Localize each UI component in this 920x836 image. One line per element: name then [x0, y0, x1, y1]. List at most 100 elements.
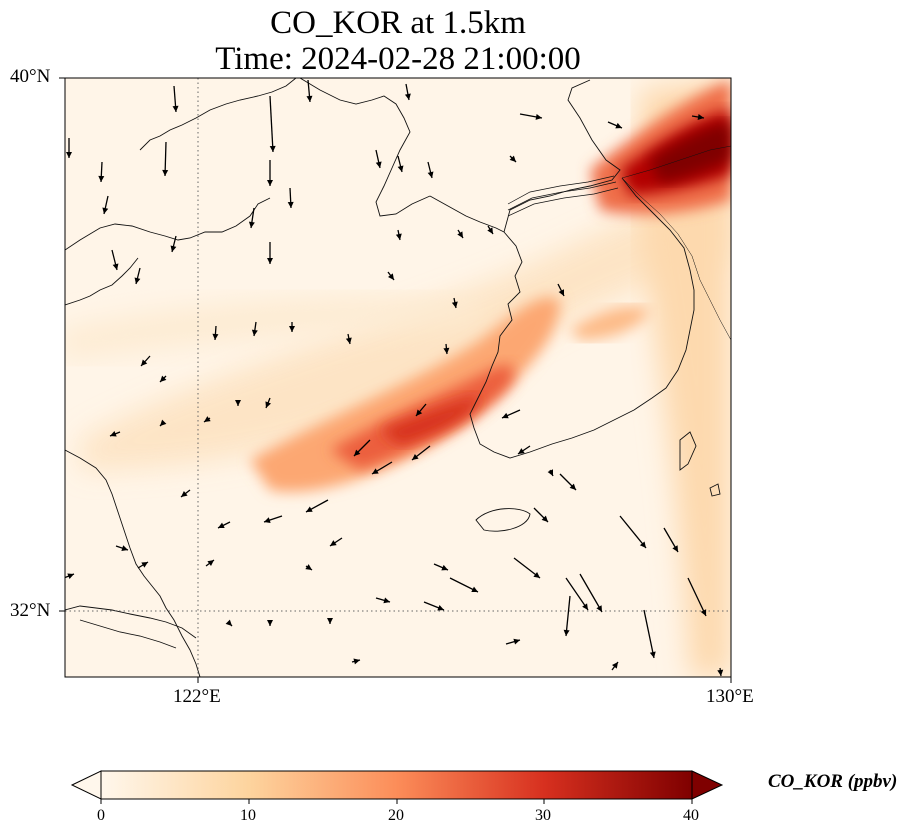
- wind-arrow-head: [134, 277, 141, 284]
- wind-arrow-head: [416, 409, 423, 416]
- coastlines: [65, 78, 731, 677]
- map-panel: [65, 78, 731, 677]
- wind-arrow-head: [443, 347, 450, 354]
- wind-arrow-head: [372, 468, 379, 474]
- wind-arrow-head: [160, 419, 167, 426]
- wind-arrow-head: [535, 113, 542, 120]
- wind-arrow-shaft: [269, 95, 274, 153]
- colorbar-tick-10: 10: [240, 807, 256, 824]
- wind-arrow-head: [397, 165, 404, 172]
- colorbar-tick-0: 0: [97, 807, 105, 824]
- wind-arrow-head: [615, 122, 622, 129]
- lon-label-122e: 122°E: [173, 686, 221, 707]
- wind-arrow-head: [121, 545, 128, 551]
- colorbar-tick-40: 40: [683, 807, 699, 824]
- wind-arrow-head: [98, 175, 105, 182]
- wind-arrow-head: [67, 573, 74, 580]
- wind-arrow-head: [502, 412, 509, 419]
- wind-arrow-head: [235, 400, 241, 406]
- map-frame: [64, 77, 732, 678]
- wind-arrow-head: [487, 227, 493, 234]
- wind-arrow-head: [225, 619, 232, 626]
- wind-arrow-shaft: [579, 573, 603, 613]
- wind-arrow-head: [330, 540, 337, 546]
- lat-label-32n: 32°N: [10, 600, 51, 621]
- wind-arrow-head: [582, 603, 588, 610]
- wind-arrow-shaft: [565, 577, 589, 611]
- wind-arrow-head: [395, 233, 402, 240]
- wind-arrow-head: [102, 207, 109, 214]
- wind-arrow-head: [162, 169, 169, 176]
- wind-arrow-shaft: [565, 595, 571, 637]
- wind-arrow-head: [172, 105, 179, 112]
- wind-arrow-head: [207, 560, 214, 566]
- wind-arrow-head: [160, 375, 167, 382]
- gridlines: [65, 78, 731, 677]
- wind-arrow-head: [596, 605, 602, 612]
- wind-arrow-head: [269, 145, 276, 152]
- wind-arrow-head: [218, 522, 225, 528]
- wind-arrow-head: [204, 416, 211, 422]
- wind-arrow-head: [267, 258, 273, 264]
- wind-arrow-head: [558, 289, 564, 296]
- wind-arrow-head: [265, 401, 272, 408]
- wind-arrow-head: [471, 586, 478, 592]
- wind-arrow-head: [569, 483, 576, 490]
- wind-arrow-head: [66, 152, 72, 158]
- colorbar-tick-30: 30: [535, 807, 551, 824]
- colorbar-label: CO_KOR (ppbv): [768, 771, 898, 792]
- wind-arrow-head: [267, 620, 273, 626]
- wind-arrow-head: [141, 359, 148, 366]
- wind-arrow-head: [305, 564, 312, 570]
- wind-arrow-head: [181, 490, 188, 497]
- title-line-1: CO_KOR at 1.5km: [270, 5, 526, 41]
- wind-arrow-head: [251, 329, 258, 336]
- wind-arrow-shaft: [687, 577, 707, 617]
- wind-arrow-head: [327, 618, 333, 624]
- wind-arrow-head: [612, 662, 618, 669]
- title-line-2: Time: 2024-02-28 21:00:00: [215, 41, 581, 77]
- wind-arrow-shaft: [619, 515, 647, 549]
- concentration-field: [65, 78, 731, 677]
- wind-arrow-head: [110, 430, 117, 437]
- wind-arrow-head: [717, 669, 724, 676]
- wind-arrow-head: [112, 263, 119, 270]
- wind-arrow-head: [289, 326, 295, 332]
- wind-arrow-head: [412, 453, 419, 460]
- wind-arrow-head: [383, 597, 390, 604]
- wind-arrow-head: [441, 564, 448, 571]
- colorbar-scale: [100, 770, 693, 800]
- wind-arrow-head: [513, 638, 520, 645]
- wind-arrow-head: [267, 180, 273, 186]
- wind-vectors: [65, 79, 724, 677]
- wind-arrow-head: [697, 114, 704, 120]
- wind-arrow-head: [287, 201, 294, 208]
- wind-arrow-head: [345, 337, 352, 344]
- wind-arrow-head: [672, 545, 678, 552]
- wind-arrow-head: [264, 517, 271, 523]
- wind-arrow-shaft: [643, 609, 655, 659]
- wind-arrow-head: [353, 658, 360, 665]
- colorbar-tick-20: 20: [388, 807, 404, 824]
- colorbar: [70, 770, 724, 804]
- wind-arrow-head: [518, 448, 525, 454]
- lat-label-40n: 40°N: [10, 66, 51, 87]
- wind-arrow-head: [451, 301, 458, 308]
- colorbar-min-extend: [70, 770, 102, 800]
- lon-label-130e: 130°E: [706, 686, 754, 707]
- wind-arrow-head: [354, 449, 361, 456]
- wind-arrow-head: [306, 95, 313, 102]
- wind-arrow-head: [170, 245, 177, 252]
- wind-arrow-head: [404, 93, 411, 100]
- wind-arrow-head: [541, 515, 548, 522]
- colorbar-max-extend: [691, 770, 724, 800]
- wind-arrow-head: [639, 541, 646, 548]
- wind-arrow-head: [533, 571, 540, 578]
- wind-arrow-head: [437, 604, 444, 611]
- wind-arrow-head: [306, 506, 313, 512]
- wind-arrow-head: [649, 651, 656, 658]
- wind-arrow-head: [141, 562, 148, 568]
- wind-arrow-head: [700, 609, 707, 616]
- wind-arrow-head: [427, 171, 434, 178]
